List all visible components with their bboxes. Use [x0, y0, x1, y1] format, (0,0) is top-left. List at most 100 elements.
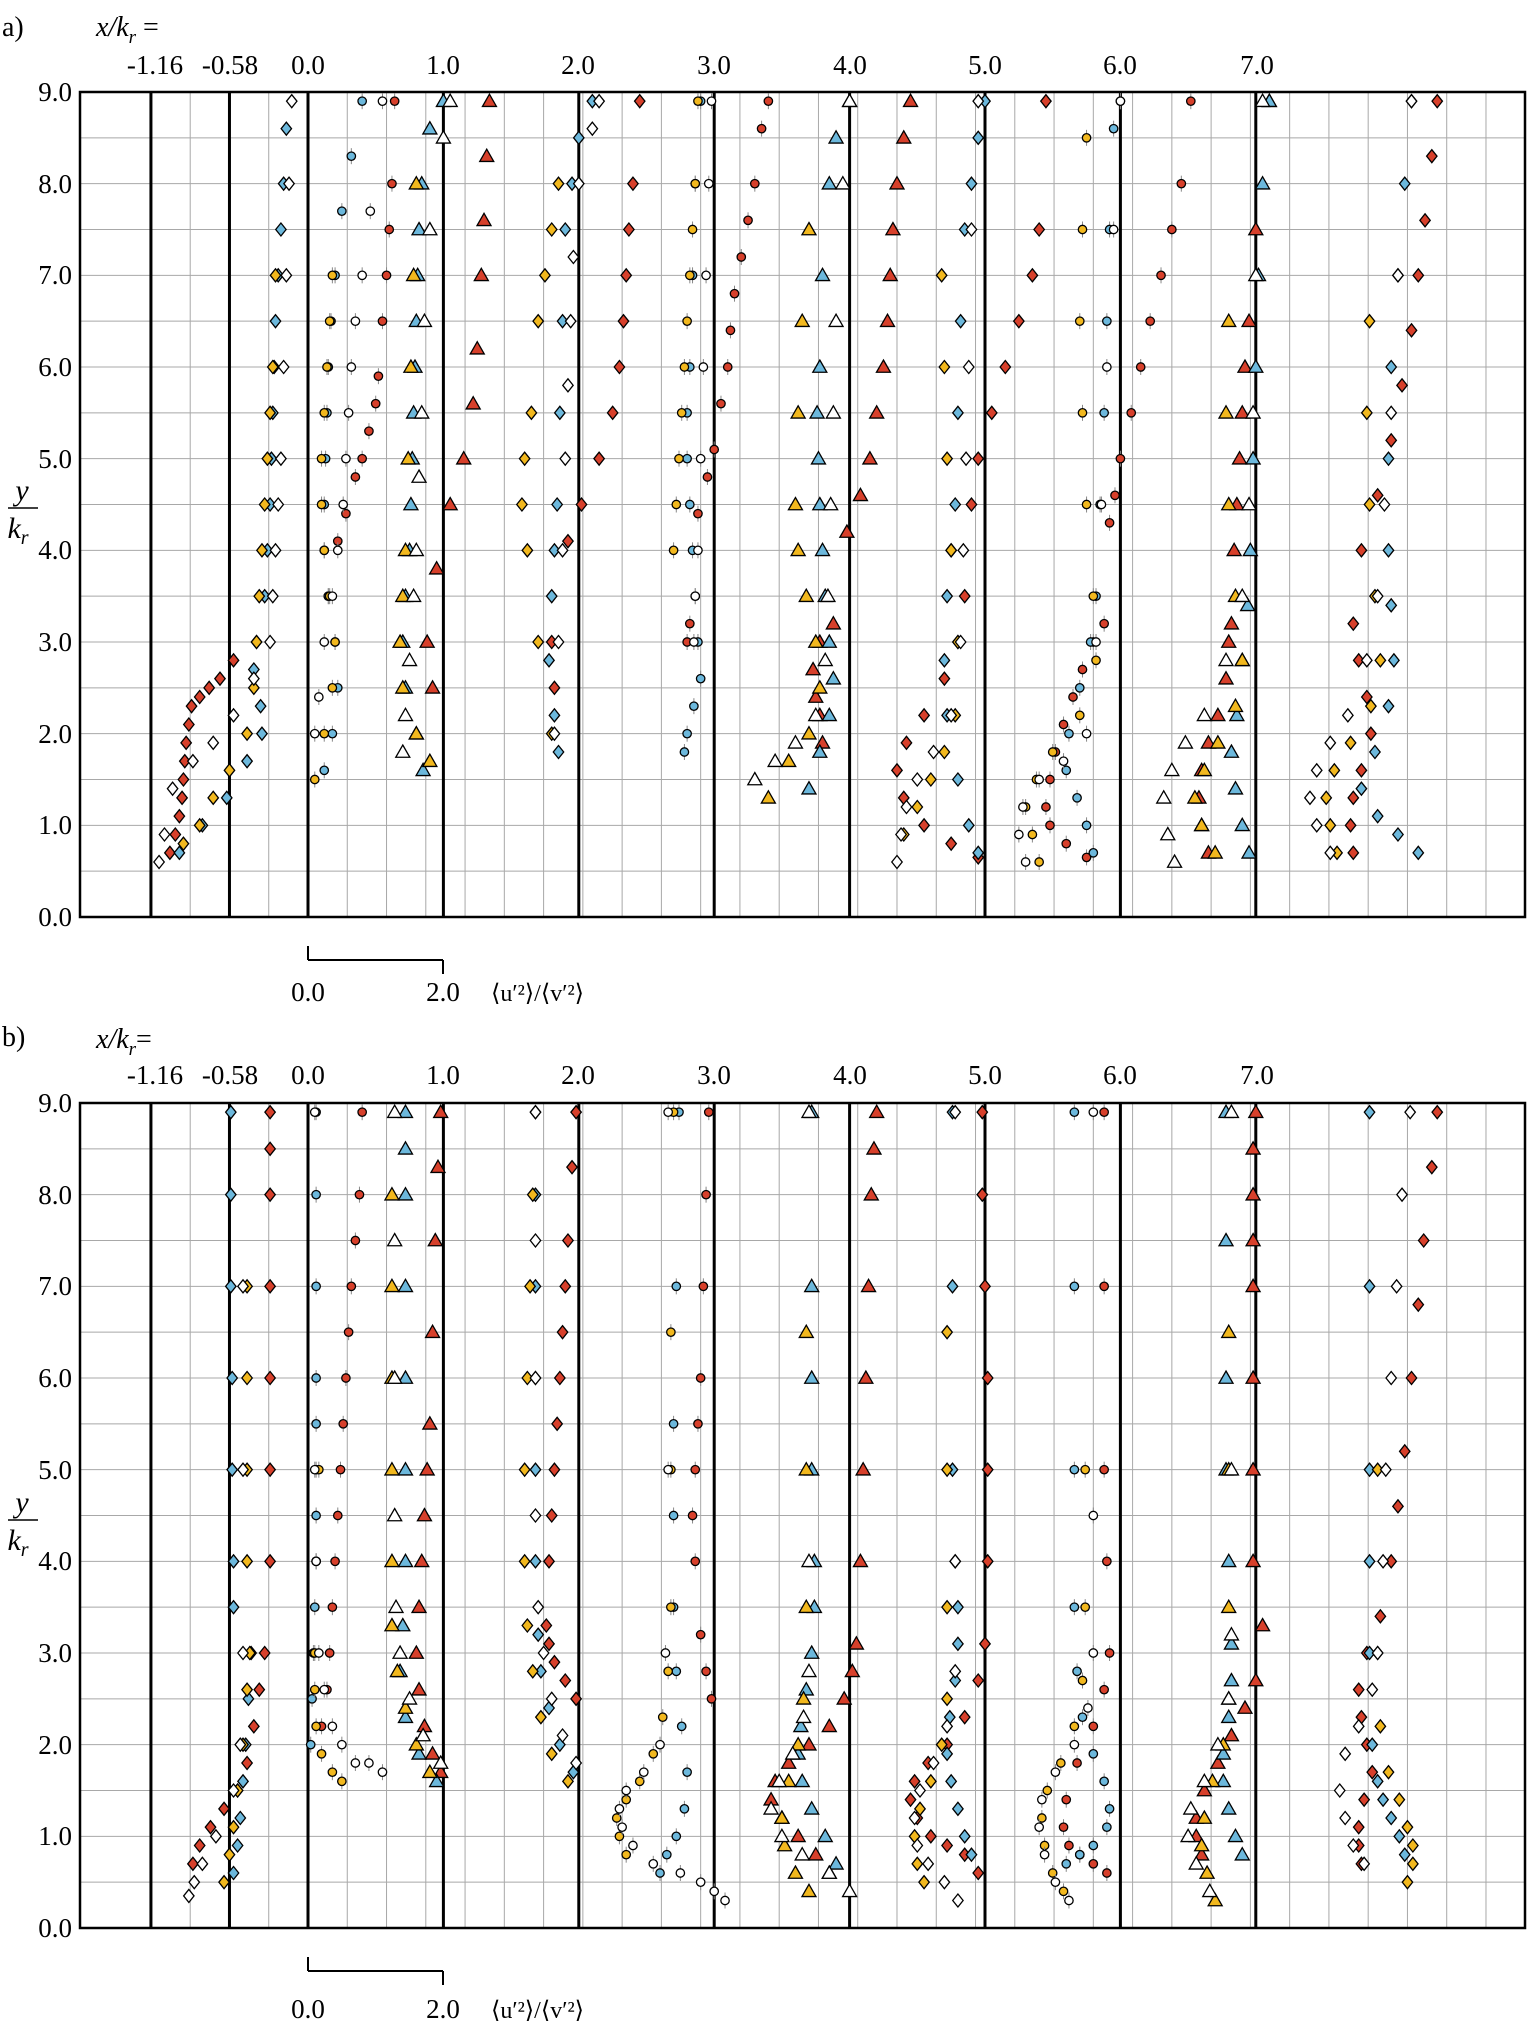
data-point-triangle [888, 175, 906, 190]
data-point-triangle [1220, 1553, 1237, 1568]
data-point-circle [671, 1666, 682, 1677]
data-point-circle [1088, 847, 1099, 858]
data-point-circle [690, 1464, 701, 1475]
data-point-diamond [241, 1370, 254, 1386]
data-point-circle [1102, 316, 1112, 327]
data-point-triangle [1223, 1461, 1240, 1476]
y-tick-label: 5.0 [38, 444, 72, 474]
y-axis-numerator: y [12, 1486, 29, 1519]
data-point-diamond [534, 1709, 547, 1725]
data-point-triangle [442, 92, 459, 108]
data-point-diamond [1358, 1856, 1371, 1872]
data-point-circle [1156, 270, 1166, 281]
data-point-triangle [838, 523, 856, 538]
data-point-triangle [386, 1103, 403, 1119]
data-point-triangle [1244, 1278, 1262, 1293]
data-point-circle [1074, 682, 1085, 693]
data-point-triangle [429, 1158, 447, 1174]
data-point-diamond [565, 1159, 579, 1175]
data-point-diamond [1412, 845, 1425, 861]
data-point-triangle [773, 1828, 791, 1843]
data-point-diamond [224, 1278, 237, 1294]
y-axis-denominator: kr [7, 512, 28, 549]
data-point-circle [716, 398, 726, 409]
data-point-circle [1072, 1758, 1082, 1768]
data-point-circle [350, 1758, 361, 1768]
data-point-circle [311, 1281, 321, 1292]
data-point-diamond [972, 130, 985, 146]
data-point-circle [1020, 857, 1031, 867]
data-point-circle [1108, 224, 1119, 235]
data-point-triangle [1223, 1103, 1240, 1119]
data-point-triangle [386, 1369, 403, 1384]
data-point-diamond [264, 634, 277, 650]
data-point-diamond [1395, 1187, 1409, 1203]
data-point-diamond [556, 1727, 569, 1744]
data-point-circle [332, 545, 343, 556]
data-point-diamond [1363, 1104, 1376, 1120]
data-point-diamond [261, 451, 274, 467]
data-point-triangle [405, 587, 422, 603]
data-point-circle [1135, 362, 1146, 372]
data-point-circle [324, 1648, 335, 1658]
data-point-circle [1039, 1849, 1050, 1860]
data-point-triangle [1196, 762, 1213, 777]
data-point-triangle [408, 1644, 425, 1659]
data-point-circle [346, 1281, 357, 1292]
data-point-diamond [241, 1755, 254, 1771]
data-point-diamond [258, 496, 271, 513]
data-point-circle [324, 316, 335, 327]
data-point-triangle [1223, 1672, 1240, 1687]
data-point-diamond [1405, 322, 1418, 338]
scale-quantity-label: ⟨u′²⟩/⟨v′²⟩ [491, 1998, 584, 2024]
data-point-diamond [1366, 1682, 1379, 1698]
data-point-triangle [1217, 670, 1235, 685]
series-white-diamond [153, 93, 298, 870]
data-point-diamond [941, 1691, 954, 1707]
data-point-diamond [1360, 405, 1373, 421]
data-point-diamond [185, 698, 198, 714]
data-point-diamond [613, 359, 626, 375]
data-point-diamond [1310, 817, 1323, 833]
data-point-triangle [1217, 652, 1235, 667]
data-point-diamond [972, 1865, 985, 1881]
y-tick-label: 8.0 [38, 1180, 72, 1210]
data-point-circle [638, 1767, 649, 1778]
data-point-diamond [972, 451, 985, 467]
series-white-diamond [529, 1104, 583, 1771]
data-point-circle [335, 1464, 346, 1475]
data-point-diamond [958, 1828, 971, 1844]
data-point-triangle [394, 679, 411, 694]
data-point-circle [377, 96, 388, 107]
data-point-diamond [545, 1746, 558, 1762]
data-point-circle [698, 362, 709, 372]
series-white-triangle [746, 92, 858, 786]
data-point-circle [341, 508, 351, 519]
data-point-triangle [391, 1644, 409, 1659]
y-tick-label: 7.0 [38, 260, 72, 290]
data-point-triangle [1220, 1690, 1237, 1705]
data-point-circle [1037, 1813, 1047, 1823]
data-point-circle [338, 1418, 349, 1429]
data-point-circle [1091, 637, 1101, 647]
data-point-triangle [1244, 1140, 1262, 1155]
data-point-circle [1176, 178, 1187, 189]
data-point-diamond [227, 1782, 240, 1799]
data-point-diamond [529, 1553, 542, 1569]
data-point-diamond [247, 680, 260, 696]
data-point-circle [311, 1721, 321, 1732]
grid-b [80, 1103, 1525, 1928]
station-label: 4.0 [833, 1060, 867, 1090]
data-point-diamond [622, 221, 635, 238]
data-point-circle [338, 499, 349, 510]
scale-left-label: 0.0 [291, 1994, 325, 2024]
data-point-diamond [209, 1828, 222, 1844]
station-label: 1.0 [426, 50, 460, 80]
data-point-triangle [800, 780, 818, 795]
data-point-circle [311, 1556, 321, 1567]
data-point-circle [689, 701, 699, 712]
panel-b-tag: b) [2, 1022, 25, 1053]
series-red-triangle [762, 1103, 885, 1879]
data-point-triangle [1209, 1754, 1227, 1769]
data-point-triangle [1254, 1617, 1271, 1632]
